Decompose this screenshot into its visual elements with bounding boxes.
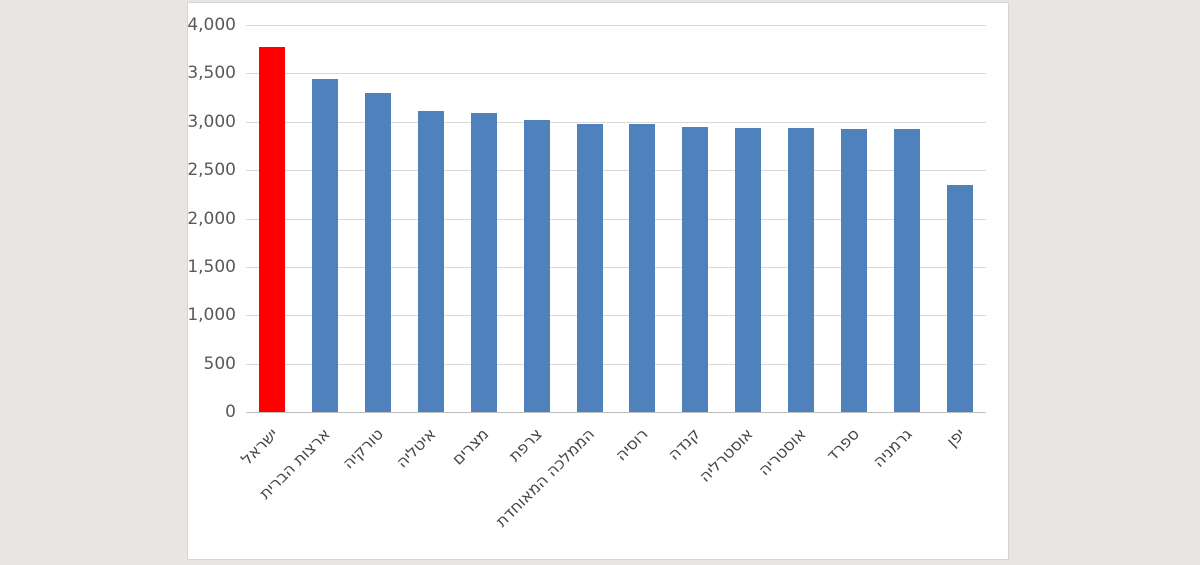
y-gridline [246,266,986,268]
y-axis-tick-label: 2,000 [187,208,236,229]
bar [788,128,814,412]
x-category-label: רוסיה [610,424,652,465]
bar-highlighted [259,47,286,412]
y-gridline [246,121,986,123]
x-category-label: קנדה [664,424,705,464]
x-category-label: אוסטרליה [695,424,757,486]
bar [576,124,603,412]
y-axis-tick-label: 3,500 [187,63,236,84]
bar [470,112,497,412]
x-category-label: אוסטריה [754,424,810,480]
bar [682,127,709,412]
y-gridline [246,315,986,317]
y-gridline [246,218,986,220]
y-axis-tick-label: 1,500 [187,256,236,277]
bar [312,78,339,412]
y-axis-tick-label: 4,000 [187,15,236,35]
x-category-label: הממלכה המאוחדת [492,424,599,531]
x-category-label: ספרד [822,424,863,465]
y-axis-tick-label: 500 [203,353,236,374]
bar [629,124,656,412]
y-axis-tick-label: 3,000 [187,111,236,132]
x-category-label: יפן [942,424,969,451]
bar [946,184,973,412]
y-gridline [246,363,986,365]
y-axis-tick-label: 0 [225,402,236,422]
y-gridline [246,170,986,172]
x-axis-line [246,412,986,413]
bar [365,92,392,412]
bar [840,128,867,412]
x-category-label: גרמניה [868,424,916,471]
y-gridline [246,73,986,75]
x-category-label: איטליה [392,424,440,472]
x-category-label: מצרים [448,424,493,469]
y-axis-tick-label: 1,000 [187,305,236,326]
bar-chart-plot-area: 0 500 1,000 1,500 2,000 2,500 3,000 3,500 4,000 י… [187,3,1008,559]
bar [735,128,762,412]
y-gridline [246,25,986,26]
x-category-label: ישראל [236,424,282,469]
x-category-label: צרפת [504,424,546,466]
bar [523,119,550,412]
bar [418,111,444,412]
bar [893,129,920,412]
chart-panel: 0 500 1,000 1,500 2,000 2,500 3,000 3,500 4,000 י… [187,2,1009,560]
x-category-label: טורקיה [338,424,387,473]
y-axis-tick-label: 2,500 [187,160,236,181]
